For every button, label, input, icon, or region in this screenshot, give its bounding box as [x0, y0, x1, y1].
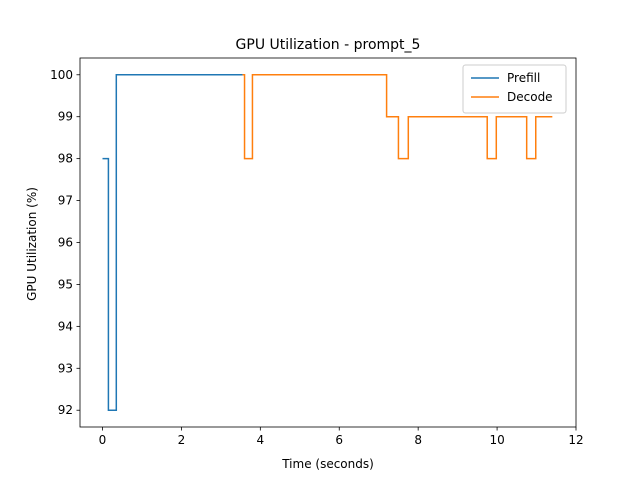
legend: Prefill Decode	[462, 64, 567, 114]
y-tick-label: 98	[58, 152, 73, 166]
x-tick-label: 0	[99, 433, 107, 447]
legend-label-decode: Decode	[507, 90, 553, 104]
x-tick-label: 4	[257, 433, 265, 447]
y-tick-label: 93	[58, 361, 73, 375]
x-tick-label: 6	[335, 433, 343, 447]
legend-label-prefill: Prefill	[507, 71, 540, 85]
y-tick-label: 100	[50, 68, 73, 82]
x-tick-label: 8	[414, 433, 422, 447]
x-tick-label: 10	[489, 433, 504, 447]
series-line-prefill	[102, 74, 243, 411]
y-tick-label: 96	[58, 236, 73, 250]
y-tick-label: 95	[58, 277, 73, 291]
series-line-decode	[242, 74, 553, 160]
x-axis: 0 2 4 6 8 10 12	[99, 427, 584, 447]
x-tick-label: 2	[178, 433, 186, 447]
y-tick-label: 97	[58, 194, 73, 208]
y-tick-label: 99	[58, 110, 73, 124]
chart-title: GPU Utilization - prompt_5	[236, 37, 421, 53]
y-axis: 92 93 94 95 96 97 98 99 100	[50, 68, 80, 417]
x-axis-label: Time (seconds)	[281, 457, 374, 471]
y-tick-label: 92	[58, 403, 73, 417]
legend-box	[462, 64, 567, 114]
x-tick-label: 12	[568, 433, 583, 447]
y-tick-label: 94	[58, 319, 73, 333]
y-axis-label: GPU Utilization (%)	[25, 187, 39, 301]
